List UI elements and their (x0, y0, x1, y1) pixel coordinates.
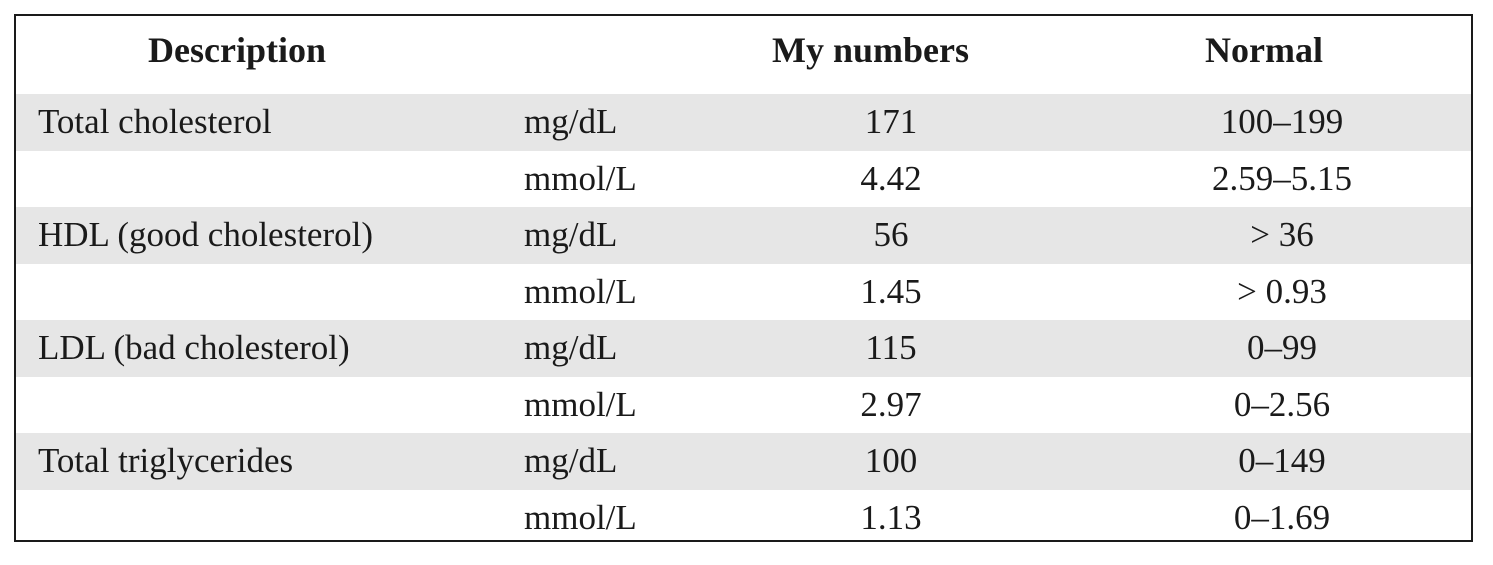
row-description: LDL (bad cholesterol) (38, 328, 350, 367)
row-unit: mmol/L (524, 271, 637, 311)
row-normal-range: 100–199 (1220, 102, 1344, 141)
table-row: Total cholesterol mg/dL 171 100–199 (16, 94, 1471, 151)
table-row: Total triglycerides mg/dL 100 0–149 (16, 433, 1471, 490)
table-row: HDL (good cholesterol) mg/dL 56 > 36 (16, 207, 1471, 264)
row-description: HDL (good cholesterol) (38, 215, 373, 254)
row-normal-range: 0–99 (1247, 328, 1317, 367)
row-unit: mg/dL (524, 441, 618, 480)
row-my-number: 1.45 (860, 271, 922, 311)
header-normal: Normal (1205, 30, 1323, 70)
row-my-number: 4.42 (860, 158, 922, 198)
row-unit: mg/dL (524, 328, 618, 367)
header-my-numbers: My numbers (772, 30, 969, 70)
row-unit: mg/dL (524, 102, 618, 141)
row-unit: mmol/L (524, 158, 637, 198)
row-normal-range: > 36 (1250, 215, 1314, 254)
row-normal-range: 0–149 (1238, 441, 1326, 480)
row-normal-range: 0–1.69 (1233, 497, 1331, 537)
row-my-number: 100 (864, 441, 918, 480)
row-unit: mmol/L (524, 384, 637, 424)
row-my-number: 171 (864, 102, 918, 141)
table-row: mmol/L 1.45 > 0.93 (16, 264, 1471, 321)
row-my-number: 115 (865, 328, 917, 367)
table-row: mmol/L 4.42 2.59–5.15 (16, 151, 1471, 208)
row-unit: mg/dL (524, 215, 618, 254)
row-description: Total triglycerides (38, 441, 294, 480)
row-normal-range: > 0.93 (1237, 271, 1327, 311)
row-unit: mmol/L (524, 497, 637, 537)
row-description: Total cholesterol (38, 102, 272, 141)
row-normal-range: 2.59–5.15 (1212, 158, 1352, 198)
cholesterol-table: Description My numbers Normal Total chol… (14, 14, 1473, 542)
row-my-number: 56 (873, 215, 909, 254)
row-my-number: 2.97 (860, 384, 922, 424)
table-row: LDL (bad cholesterol) mg/dL 115 0–99 (16, 320, 1471, 377)
row-normal-range: 0–2.56 (1233, 384, 1331, 424)
table-row: mmol/L 2.97 0–2.56 (16, 377, 1471, 434)
row-my-number: 1.13 (860, 497, 922, 537)
table-row: mmol/L 1.13 0–1.69 (16, 490, 1471, 547)
header-description: Description (148, 30, 326, 70)
table-header-row: Description My numbers Normal (16, 16, 1471, 94)
table-body: Total cholesterol mg/dL 171 100–199 mmol… (16, 94, 1471, 546)
